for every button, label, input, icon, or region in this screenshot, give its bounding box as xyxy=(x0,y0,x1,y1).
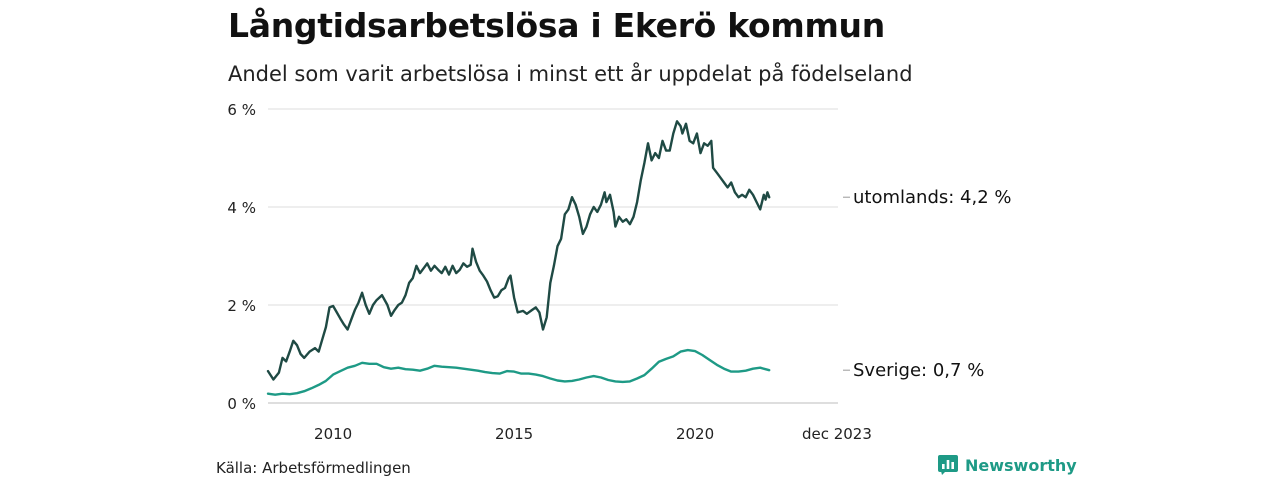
y-tick-label: 6 % xyxy=(227,101,256,119)
chart-title: Långtidsarbetslösa i Ekerö kommun xyxy=(228,6,885,45)
x-tick-label: 2010 xyxy=(314,425,352,443)
y-tick-label: 0 % xyxy=(227,395,256,413)
x-tick-label: 2015 xyxy=(495,425,533,443)
chart-subtitle: Andel som varit arbetslösa i minst ett å… xyxy=(228,62,913,86)
series-label-sverige: Sverige: 0,7 % xyxy=(853,360,984,381)
bar-chart-logo-icon xyxy=(938,455,958,475)
source-note: Källa: Arbetsförmedlingen xyxy=(216,459,411,477)
x-tick-label: 2020 xyxy=(676,425,714,443)
series-line-sverige xyxy=(266,348,771,396)
series-line-utomlands xyxy=(266,120,771,381)
brand-name: Newsworthy xyxy=(965,455,1077,475)
series-label-utomlands: utomlands: 4,2 % xyxy=(853,187,1012,208)
y-tick-label: 4 % xyxy=(227,199,256,217)
x-tick-label: dec 2023 xyxy=(802,425,872,443)
y-tick-label: 2 % xyxy=(227,297,256,315)
newsworthy-brand[interactable]: Newsworthy xyxy=(938,455,1077,475)
